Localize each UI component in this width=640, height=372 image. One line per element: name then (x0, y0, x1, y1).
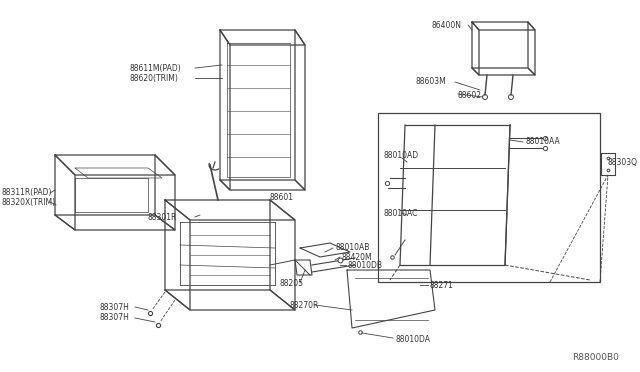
Text: 88303Q: 88303Q (607, 158, 637, 167)
Text: 88307H: 88307H (100, 314, 130, 323)
Text: 88611M(PAD): 88611M(PAD) (130, 64, 182, 73)
Text: 88601: 88601 (270, 193, 294, 202)
Text: 88010AB: 88010AB (335, 244, 369, 253)
Text: 88420M: 88420M (342, 253, 372, 262)
Text: 88311R(PAD): 88311R(PAD) (2, 189, 52, 198)
Text: 88010DB: 88010DB (348, 260, 383, 269)
Text: 88010DA: 88010DA (395, 336, 430, 344)
Text: 88010AD: 88010AD (384, 151, 419, 160)
Text: 88602: 88602 (458, 90, 482, 99)
Text: 86400N: 86400N (432, 20, 462, 29)
Bar (378, 113, 600, 282)
Text: 88603M: 88603M (415, 77, 445, 87)
Text: 88620(TRIM): 88620(TRIM) (130, 74, 179, 83)
Text: 88270R: 88270R (290, 301, 319, 310)
Text: 88301R: 88301R (148, 212, 177, 221)
Text: 88307H: 88307H (100, 302, 130, 311)
Text: 88271: 88271 (430, 280, 454, 289)
Text: 88010AA: 88010AA (525, 138, 560, 147)
Text: R88000B0: R88000B0 (572, 353, 619, 362)
Text: 88320X(TRIM): 88320X(TRIM) (2, 198, 56, 206)
Text: 88205: 88205 (280, 279, 304, 288)
Text: 88010AC: 88010AC (384, 208, 419, 218)
